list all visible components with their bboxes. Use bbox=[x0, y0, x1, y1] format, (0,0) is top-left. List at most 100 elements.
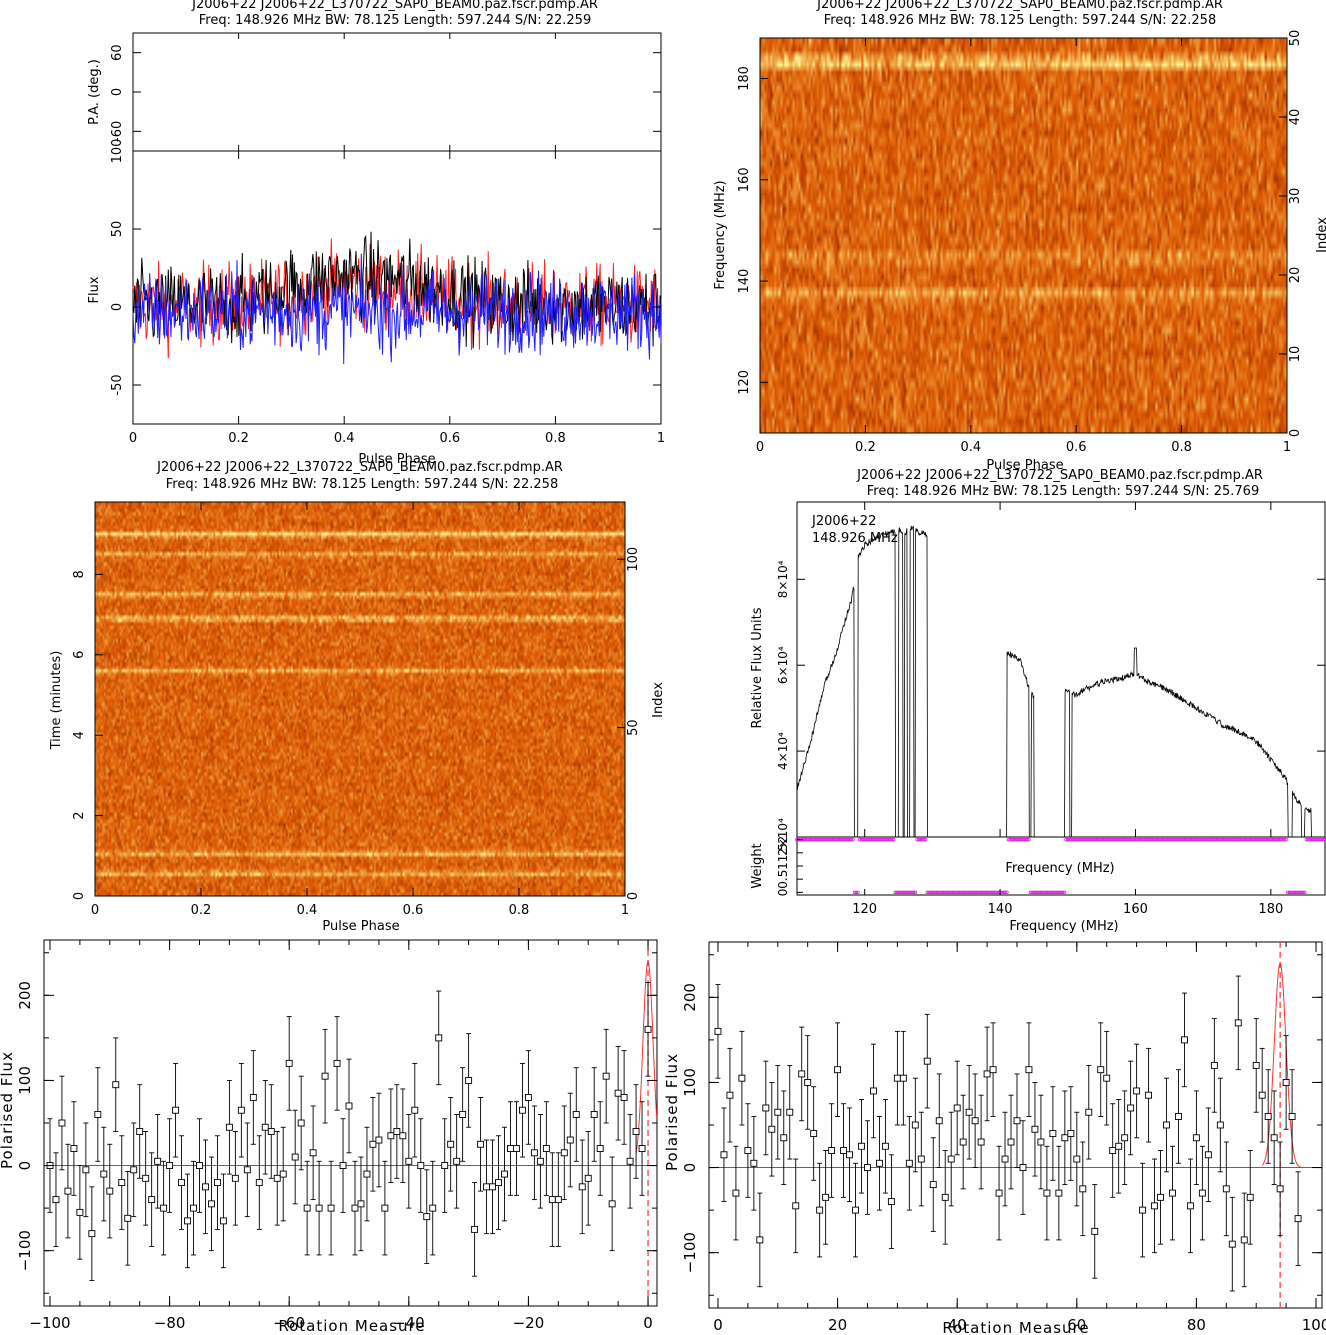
weight-point bbox=[950, 890, 955, 895]
weight-tick-label: 1.5 bbox=[776, 843, 790, 862]
rm-point bbox=[786, 1108, 794, 1116]
weight-point bbox=[1106, 837, 1111, 842]
profile-xlabel: Pulse Phase bbox=[358, 452, 435, 467]
weight-point bbox=[1307, 837, 1312, 842]
weight-point bbox=[844, 837, 848, 842]
rm-point bbox=[387, 1132, 395, 1140]
rm-point bbox=[828, 1147, 836, 1154]
weight-point bbox=[976, 890, 980, 895]
rm-point bbox=[875, 1159, 883, 1167]
weight-point bbox=[1177, 837, 1182, 842]
y-tick-label: 6 bbox=[72, 651, 87, 659]
weight-point bbox=[1040, 890, 1045, 895]
rm-point bbox=[1061, 1134, 1069, 1142]
rm-point bbox=[971, 1117, 979, 1125]
weight-point bbox=[1018, 837, 1023, 842]
weight-point bbox=[910, 890, 914, 895]
rm-point bbox=[58, 1119, 66, 1127]
rm-point bbox=[64, 1187, 72, 1195]
rm-point bbox=[852, 1206, 859, 1214]
weight-point bbox=[1296, 890, 1300, 895]
y-tick-label: 160 bbox=[737, 167, 752, 192]
weight-point bbox=[1277, 837, 1282, 842]
weight-point bbox=[1143, 837, 1148, 842]
weight-point bbox=[979, 890, 984, 895]
rm-point bbox=[369, 1140, 377, 1148]
rm-point bbox=[225, 1123, 233, 1131]
rm-point bbox=[243, 1166, 251, 1174]
rm-point bbox=[1175, 1113, 1182, 1120]
rm-point bbox=[273, 1174, 281, 1182]
profile-title: J2006+22 J2006+22_L370722_SAP0_BEAM0.paz… bbox=[191, 0, 598, 12]
bandpass-panel: J2006+22 J2006+22_L370722_SAP0_BEAM0.paz… bbox=[750, 468, 1326, 934]
x-tick-label: 0.8 bbox=[545, 431, 566, 446]
weight-point bbox=[1184, 837, 1189, 842]
time-phase-panel: J2006+22 J2006+22_L370722_SAP0_BEAM0.paz… bbox=[49, 460, 666, 934]
weight-point bbox=[994, 890, 999, 895]
weight-point bbox=[1118, 837, 1123, 842]
weight-point bbox=[1057, 890, 1062, 895]
weight-point bbox=[1067, 837, 1072, 842]
rm-point bbox=[1055, 1189, 1063, 1197]
weight-ylabel: Weight bbox=[750, 843, 765, 888]
x-tick-label: 100 bbox=[1302, 1316, 1326, 1334]
weight-point bbox=[1104, 837, 1109, 842]
weight-point bbox=[1082, 837, 1087, 842]
weight-point bbox=[1016, 837, 1021, 842]
rm-point bbox=[560, 1149, 568, 1157]
index-tick-label: 10 bbox=[1288, 346, 1303, 363]
weight-point bbox=[1038, 890, 1043, 895]
weight-point bbox=[1157, 837, 1161, 842]
rm-point bbox=[219, 1217, 227, 1225]
weight-point bbox=[1099, 837, 1104, 842]
time-phase-index-label: Index bbox=[651, 682, 666, 718]
rm-point bbox=[1031, 1125, 1039, 1133]
weight-point bbox=[803, 837, 808, 842]
y-tick-label: 4 bbox=[72, 731, 87, 739]
rm-point bbox=[774, 1108, 782, 1116]
weight-point bbox=[1028, 890, 1033, 895]
rm-point bbox=[429, 1204, 437, 1212]
weight-point bbox=[955, 890, 960, 895]
weight-point bbox=[1299, 890, 1304, 895]
weight-point bbox=[1240, 837, 1244, 842]
rm-point bbox=[983, 1070, 991, 1078]
weight-point bbox=[1006, 837, 1011, 842]
weight-point bbox=[857, 837, 862, 842]
pa-axes-frame bbox=[132, 32, 662, 152]
rm-point bbox=[947, 1155, 955, 1163]
rm-point bbox=[345, 1102, 353, 1110]
weight-point bbox=[829, 837, 833, 842]
bandpass-trace bbox=[796, 525, 1325, 838]
weight-point bbox=[1021, 837, 1026, 842]
weight-point bbox=[822, 837, 826, 842]
weight-point bbox=[847, 837, 852, 842]
weight-point bbox=[1186, 837, 1190, 842]
weight-point bbox=[1291, 890, 1295, 895]
rm-point bbox=[1049, 1130, 1057, 1137]
weight-point bbox=[954, 890, 958, 895]
rm-point bbox=[1163, 1121, 1170, 1129]
x-tick-label: 1 bbox=[657, 431, 665, 446]
weight-point bbox=[1292, 890, 1297, 895]
rm-point bbox=[810, 1130, 818, 1137]
weight-point bbox=[1113, 837, 1117, 842]
rm-point bbox=[124, 1214, 132, 1222]
rm-point bbox=[513, 1145, 520, 1152]
weight-point bbox=[1319, 837, 1324, 842]
y-tick-label: 0 bbox=[110, 303, 125, 311]
x-tick-label: 0.6 bbox=[403, 903, 424, 918]
profile-ticks: 0 0.2 0.4 0.6 0.8 1 -50 0 50 100-60 0 60 bbox=[110, 33, 665, 446]
weight-point bbox=[1133, 837, 1138, 842]
rm-point bbox=[1258, 1091, 1266, 1099]
index-tick-label: 0 bbox=[626, 892, 641, 900]
weight-point bbox=[1101, 837, 1106, 842]
rm-point bbox=[231, 1174, 239, 1182]
weight-point bbox=[942, 890, 947, 895]
rm-point bbox=[148, 1196, 156, 1204]
rm-point bbox=[1085, 1108, 1093, 1116]
weight-point bbox=[1069, 837, 1073, 842]
weight-point bbox=[937, 890, 941, 895]
rm-point bbox=[285, 1059, 293, 1067]
x-tick-label: 0.6 bbox=[439, 431, 460, 446]
